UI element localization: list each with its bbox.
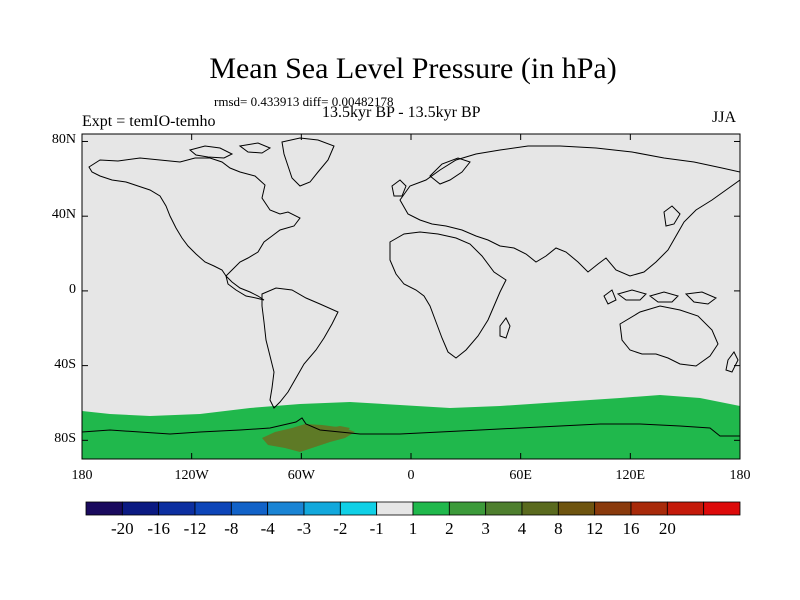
colorbar-label: -12 [183,519,207,538]
colorbar-label: -20 [110,519,134,538]
colorbar-label: 3 [481,519,490,538]
lon-label: 180 [729,468,751,483]
arctic-islands-coast [188,142,272,159]
colorbar-label: -1 [369,519,384,538]
lon-label: 60W [287,468,315,483]
anomaly-patch-3-to-4-small [330,426,350,432]
colorbar-label: 2 [445,519,454,538]
maritime-continent-coast [603,289,717,305]
lat-label: 0 [69,281,76,297]
colorbar-label: -3 [296,519,312,538]
experiment-label: Expt = temIO-temho [82,113,216,130]
lon-label: 0 [407,468,415,483]
lon-label: 60E [509,468,532,483]
colorbar-label: 4 [517,519,527,538]
colorbar-box [412,501,450,516]
season-label: JJA [712,109,737,126]
british-isles-coast [391,179,407,197]
madagascar-coast [499,317,511,339]
australia-coast [619,305,719,367]
colorbar-box [448,501,487,516]
colorbar-box [594,501,632,516]
colorbar-box [630,501,668,516]
colorbar-label: 12 [586,519,604,538]
greenland-coast [281,137,335,187]
colorbar-box [121,501,160,516]
colorbar-box [339,501,378,516]
map-title: Mean Sea Level Pressure (in hPa) [209,52,617,85]
colorbar-box [485,501,523,516]
lon-label: 120W [174,468,209,483]
scandinavia-coast [429,157,471,185]
colorbar-box [267,501,305,516]
south-america-coast [261,287,339,409]
anomaly-band-1-to-2 [82,395,740,459]
colorbar-box [666,501,705,516]
colorbar-label: 16 [622,519,640,538]
colorbar-box [85,501,123,516]
lat-label: 40N [51,207,76,223]
lat-label: 40S [54,356,76,372]
colorbar-box [158,501,196,516]
colorbar-label: -4 [260,519,275,538]
colorbar [85,501,741,516]
colorbar-label: 8 [554,519,563,538]
colorbar-box [194,501,232,516]
lon-label: 120E [615,468,646,483]
colorbar-box [521,501,559,516]
colorbar-label: -8 [224,519,239,538]
colorbar-box [557,501,596,516]
colorbar-label: -2 [333,519,348,538]
japan-coast [663,205,681,227]
lat-label: 80S [54,431,76,447]
colorbar-box [303,501,341,516]
lon-label: 180 [71,468,93,483]
colorbar-box [703,501,741,516]
antarctica-coast [81,417,740,437]
colorbar-box [230,501,269,516]
colorbar-box [376,501,414,516]
colorbar-label: 1 [408,519,418,538]
axis-ticks [81,134,741,459]
central-america-coast [225,274,265,301]
africa-coast [389,231,507,359]
lat-label: 80N [51,132,76,148]
colorbar-label: 20 [658,519,676,538]
eurasia-coast [399,145,741,277]
time-period-label: 13.5kyr BP - 13.5kyr BP [322,104,481,121]
coastlines [81,137,741,437]
north-america-coast [88,157,301,277]
rmsd-diff-stats: rmsd= 0.433913 diff= 0.00482178 [214,94,394,109]
colorbar-label: -16 [147,519,170,538]
